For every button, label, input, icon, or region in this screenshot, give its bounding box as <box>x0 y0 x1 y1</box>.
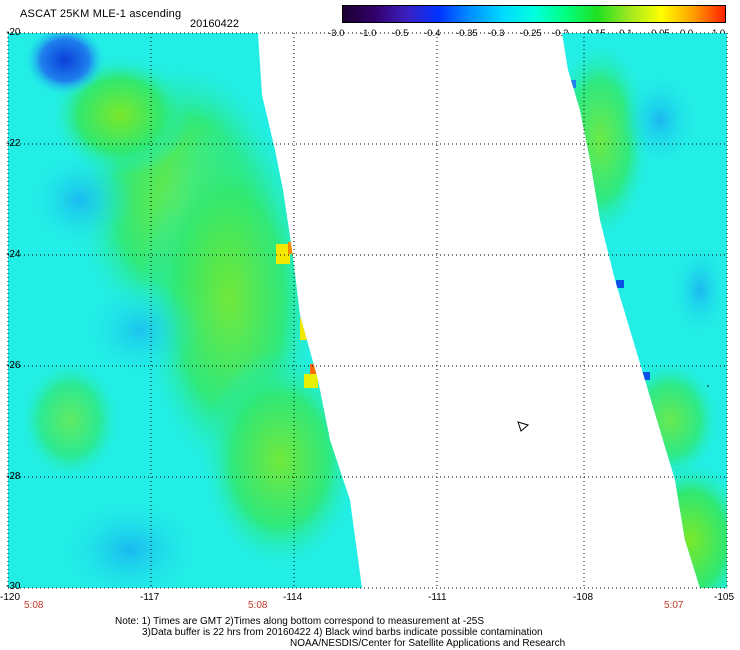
lat-label: -24 <box>6 249 21 260</box>
left-swath <box>8 33 362 588</box>
time-label: 5:08 <box>248 600 268 611</box>
note-line-3: NOAA/NESDIS/Center for Satellite Applica… <box>290 638 566 649</box>
colorbar-tick-label: -0.35 <box>456 28 478 39</box>
lon-label: -120 <box>0 592 21 603</box>
time-label: 5:07 <box>664 600 684 611</box>
note-line-1: Note: 1) Times are GMT 2)Times along bot… <box>115 616 485 627</box>
time-label: 5:08 <box>24 600 44 611</box>
lon-label: -105 <box>714 592 735 603</box>
colorbar-tick-label: -0.25 <box>520 28 542 39</box>
lat-label: -20 <box>6 27 21 38</box>
colorbar <box>342 5 726 23</box>
lon-label: -117 <box>140 592 160 603</box>
wind-barb-dot <box>707 385 709 387</box>
lat-lon-grid <box>7 32 728 589</box>
lat-label: -30 <box>6 581 21 592</box>
lat-label: -28 <box>6 471 21 482</box>
lat-label: -22 <box>6 138 21 149</box>
map-date: 20160422 <box>190 18 239 30</box>
island-outline <box>517 421 530 432</box>
lon-label: -108 <box>573 592 594 603</box>
lon-label: -114 <box>283 592 303 603</box>
lat-label: -26 <box>6 360 21 371</box>
note-line-2: 3)Data buffer is 22 hrs from 20160422 4)… <box>142 627 543 638</box>
map-title: ASCAT 25KM MLE-1 ascending <box>20 8 182 20</box>
lon-label: -111 <box>428 592 447 603</box>
right-swath <box>562 33 727 588</box>
